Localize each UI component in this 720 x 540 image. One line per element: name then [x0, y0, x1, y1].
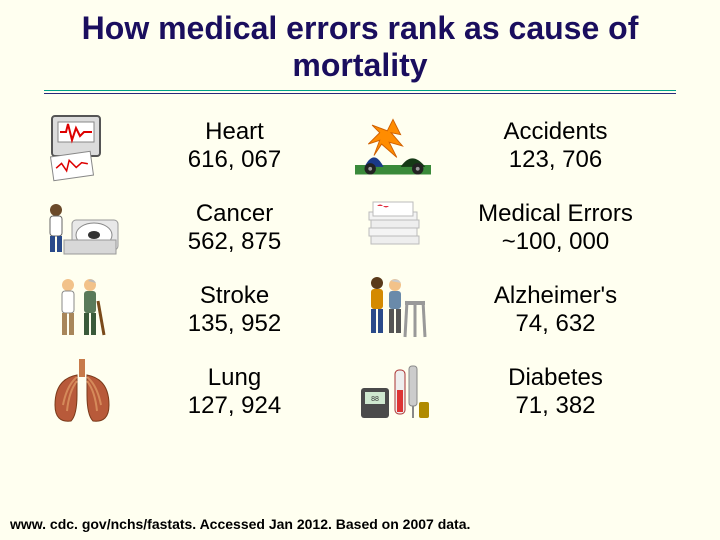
- svg-text:88: 88: [371, 396, 379, 403]
- cell-value: 135, 952: [124, 310, 345, 338]
- cell-value: ~100, 000: [445, 228, 666, 256]
- paper-stack-icon: [355, 190, 431, 266]
- cell-name: Lung: [124, 364, 345, 392]
- cell-name: Stroke: [124, 282, 345, 310]
- page-title: How medical errors rank as cause of mort…: [0, 0, 720, 90]
- cell-name: Medical Errors: [445, 200, 666, 228]
- walker-icon: [355, 272, 431, 348]
- cell-name: Alzheimer's: [445, 282, 666, 310]
- accident-icon: [355, 108, 431, 184]
- cell-value: 74, 632: [445, 310, 666, 338]
- footer-citation: www. cdc. gov/nchs/fastats. Accessed Jan…: [10, 516, 470, 532]
- cell-heart: Heart 616, 067: [124, 118, 355, 173]
- cell-name: Accidents: [445, 118, 666, 146]
- stroke-patient-icon: [44, 272, 120, 348]
- cell-value: 71, 382: [445, 392, 666, 420]
- diabetes-kit-icon: 88: [355, 354, 431, 430]
- title-rule: [44, 90, 676, 94]
- cell-value: 127, 924: [124, 392, 345, 420]
- mortality-grid: Heart 616, 067 Accidents 123, 706: [0, 94, 720, 430]
- cell-alzheimers: Alzheimer's 74, 632: [445, 282, 676, 337]
- cell-diabetes: Diabetes 71, 382: [445, 364, 676, 419]
- cell-lung: Lung 127, 924: [124, 364, 355, 419]
- cell-name: Heart: [124, 118, 345, 146]
- cell-name: Cancer: [124, 200, 345, 228]
- cancer-scan-icon: [44, 190, 120, 266]
- cell-value: 562, 875: [124, 228, 345, 256]
- cell-stroke: Stroke 135, 952: [124, 282, 355, 337]
- cell-cancer: Cancer 562, 875: [124, 200, 355, 255]
- cell-medical-errors: Medical Errors ~100, 000: [445, 200, 676, 255]
- heart-printout-icon: [44, 108, 120, 184]
- lungs-icon: [44, 354, 120, 430]
- cell-accidents: Accidents 123, 706: [445, 118, 676, 173]
- cell-name: Diabetes: [445, 364, 666, 392]
- cell-value: 616, 067: [124, 146, 345, 174]
- cell-value: 123, 706: [445, 146, 666, 174]
